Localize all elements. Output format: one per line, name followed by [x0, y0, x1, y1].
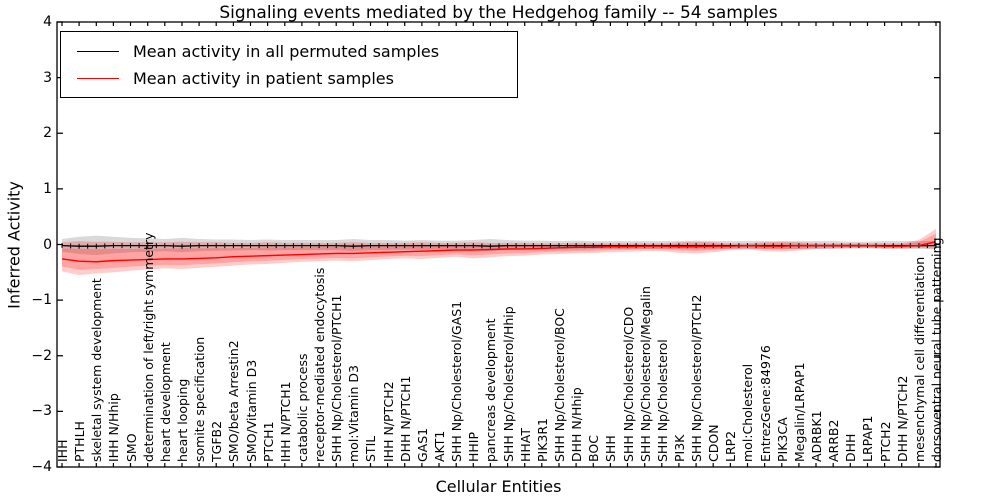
x-tick-label: skeletal system development	[89, 278, 105, 462]
legend: Mean activity in all permuted samples Me…	[60, 31, 518, 98]
legend-entry-permuted: Mean activity in all permuted samples	[71, 42, 507, 61]
x-tick-label: Megalin/LRPAP1	[791, 362, 807, 462]
x-tick-label: TGFB2	[209, 420, 225, 462]
x-tick-label: DHH N/PTCH2	[894, 375, 910, 462]
axis-ticks	[57, 21, 940, 468]
x-tick-label: SMO	[123, 433, 139, 462]
x-tick-label: BOC	[586, 435, 602, 462]
x-tick-label: PIK3R1	[534, 417, 550, 462]
x-tick-label: mol:Vitamin D3	[346, 365, 362, 462]
x-tick-label: somite specification	[192, 336, 208, 462]
patient-band-outer	[62, 228, 936, 276]
patient-line-swatch	[77, 77, 119, 79]
x-axis-label: Cellular Entities	[435, 477, 562, 496]
x-tick-label: EntrezGene:84976	[757, 345, 773, 462]
y-tick-label: 1	[43, 180, 52, 197]
x-tick-label: IHH N/PTCH2	[380, 381, 396, 462]
legend-label-patient: Mean activity in patient samples	[133, 68, 394, 88]
x-tick-label: pancreas development	[483, 318, 499, 462]
x-tick-label: IHH N/Hhip	[106, 393, 122, 462]
x-tick-label: mol:Cholesterol	[740, 363, 756, 462]
y-axis-label: Inferred Activity	[4, 181, 24, 309]
y-tick-label: 2	[43, 125, 52, 142]
x-tick-label: receptor-mediated endocytosis	[312, 267, 328, 462]
x-tick-label: AKT1	[432, 430, 448, 462]
x-tick-label: SMO/beta Arrestin2	[226, 340, 242, 462]
chart-title: Signaling events mediated by the Hedgeho…	[219, 3, 778, 23]
x-tick-label: PI3K	[671, 434, 687, 462]
x-tick-label: PIK3CA	[774, 417, 790, 462]
patient-band-inner	[62, 233, 936, 270]
x-tick-label: IHH N/PTCH1	[277, 381, 293, 462]
x-tick-label: SHH Np/Cholesterol/PTCH1	[329, 294, 345, 463]
legend-entry-patient: Mean activity in patient samples	[71, 69, 507, 88]
x-tick-label: PTCH2	[877, 421, 893, 462]
x-tick-label: dorsoventral neural tube patterning	[929, 237, 944, 463]
x-tick-label: determination of left/right symmetry	[140, 232, 156, 463]
x-tick-label: DHH N/PTCH1	[397, 375, 413, 462]
y-tick-label: −1	[31, 292, 52, 309]
patient-mean-line	[61, 241, 937, 263]
x-tick-label: heart looping	[174, 378, 190, 462]
x-tick-label: SHH Np/Cholesterol/GAS1	[449, 300, 465, 462]
x-tick-label: HHIP	[466, 431, 482, 462]
x-tick-label: SHH Np/Cholesterol/BOC	[551, 308, 567, 462]
x-tick-label: HHAT	[517, 427, 533, 462]
x-tick-label: IHH	[55, 439, 70, 463]
y-tick-label: 0	[43, 236, 52, 253]
x-tick-label: heart development	[157, 342, 173, 462]
permuted-line-swatch	[77, 50, 119, 52]
x-tick-label: PTHLH	[72, 421, 88, 462]
x-tick-label: DHH N/Hhip	[569, 387, 585, 462]
y-tick-label: −2	[31, 347, 52, 364]
x-tick-label: DHH	[843, 433, 859, 462]
x-tick-label: SHH Np/Cholesterol	[654, 339, 670, 462]
x-tick-label: SHH Np/Cholesterol/Megalin	[637, 286, 653, 462]
x-tick-label: STIL	[363, 435, 379, 462]
y-tick-label: 3	[43, 69, 52, 86]
x-tick-label: mesenchymal cell differentiation	[911, 256, 927, 462]
x-tick-label: ARRB2	[826, 419, 842, 462]
x-tick-label: catabolic process	[294, 353, 310, 462]
y-tick-label: 4	[43, 14, 52, 30]
y-tick-label: −4	[31, 459, 52, 475]
y-tick-label: −3	[31, 403, 52, 420]
x-tick-label: LRPAP1	[860, 415, 876, 462]
x-tick-label: GAS1	[414, 427, 430, 462]
legend-label-permuted: Mean activity in all permuted samples	[133, 41, 440, 61]
x-tick-label: SMO/Vitamin D3	[243, 359, 259, 462]
x-tick-label: ADRBK1	[809, 410, 825, 462]
x-tick-label: PTCH1	[260, 421, 276, 462]
x-tick-label: SHH Np/Cholesterol/PTCH2	[689, 294, 705, 463]
x-tick-label: SHH	[603, 435, 619, 462]
x-tick-label: SHH Np/Cholesterol/Hhip	[500, 306, 516, 462]
x-tick-label: SHH Np/Cholesterol/CDO	[620, 306, 636, 462]
x-tick-label: CDON	[706, 424, 722, 462]
x-tick-label: LRP2	[723, 430, 739, 462]
